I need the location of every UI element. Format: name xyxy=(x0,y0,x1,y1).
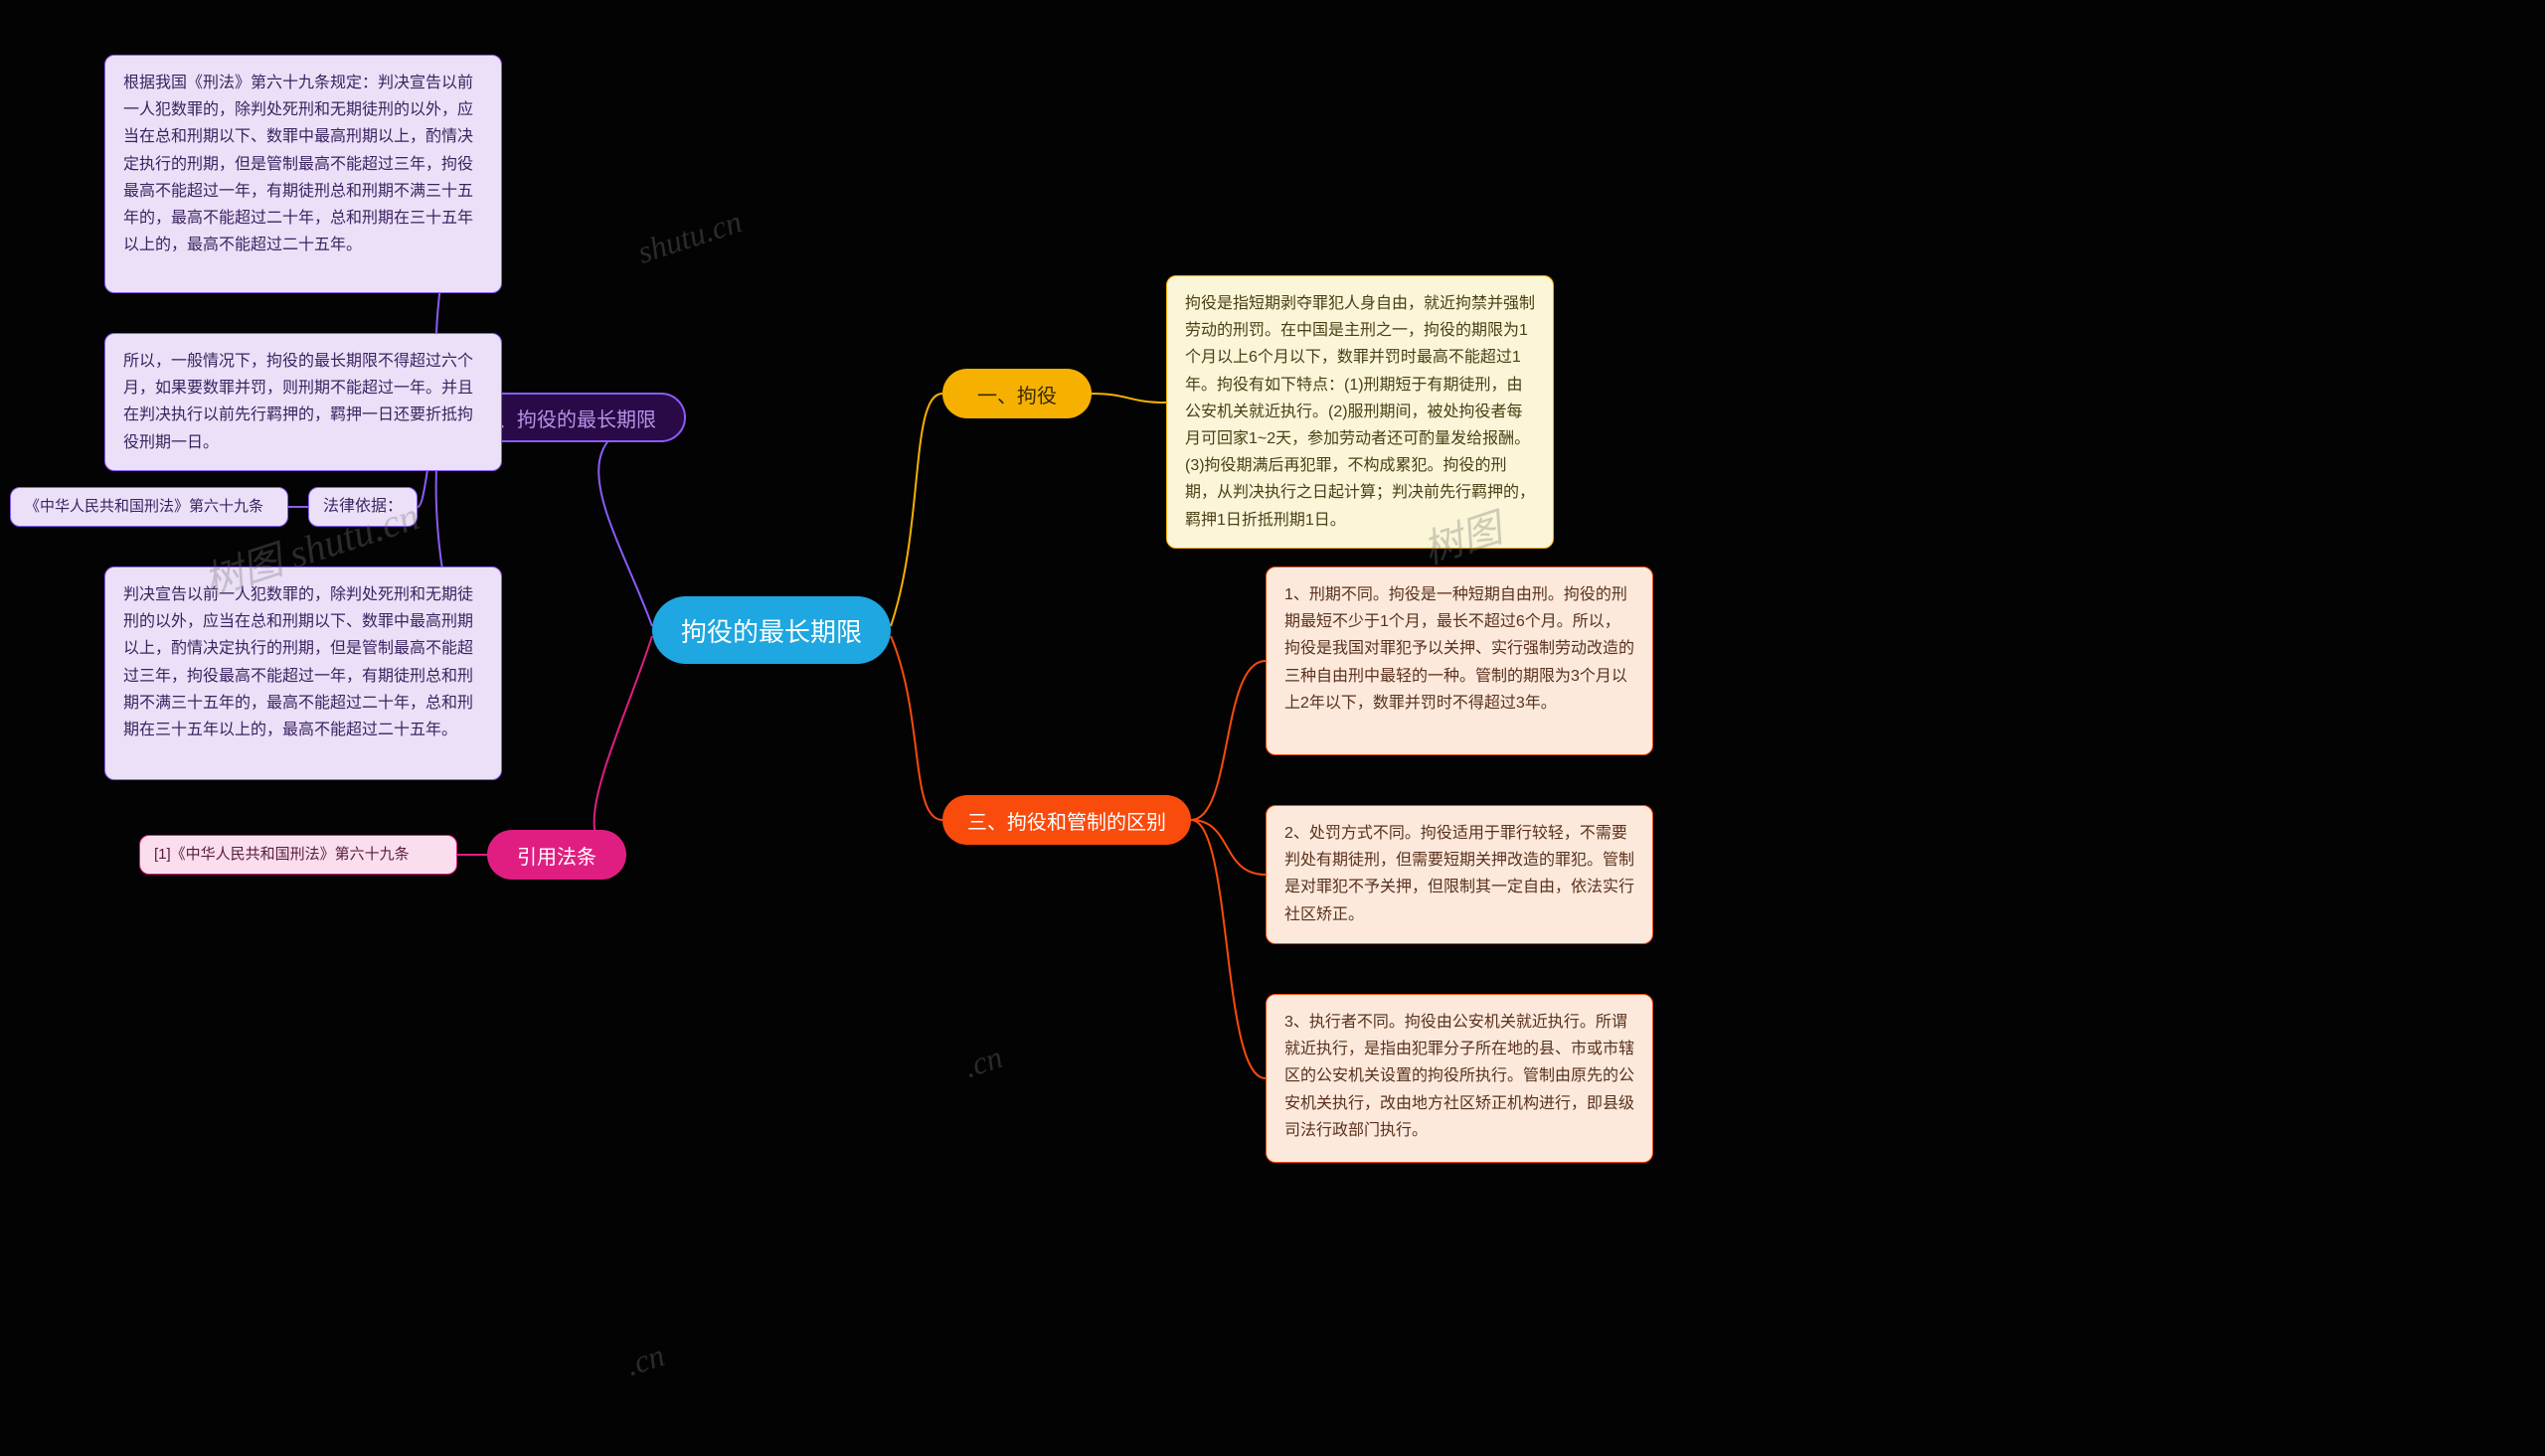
branch-4-label: 引用法条 xyxy=(517,841,596,870)
leaf-text: 所以，一般情况下，拘役的最长期限不得超过六个月，如果要数罪并罚，则刑期不能超过一… xyxy=(123,353,473,451)
branch-3-leaf-0[interactable]: 1、刑期不同。拘役是一种短期自由刑。拘役的刑期最短不少于1个月，最长不超过6个月… xyxy=(1266,566,1653,755)
branch-3-pill[interactable]: 三、拘役和管制的区别 xyxy=(942,795,1191,845)
branch-3-label: 三、拘役和管制的区别 xyxy=(967,806,1166,835)
leaf-text: 拘役是指短期剥夺罪犯人身自由，就近拘禁并强制劳动的刑罚。在中国是主刑之一，拘役的… xyxy=(1185,295,1535,529)
branch-4-pill[interactable]: 引用法条 xyxy=(487,830,626,880)
leaf-text: 根据我国《刑法》第六十九条规定：判决宣告以前一人犯数罪的，除判处死刑和无期徒刑的… xyxy=(123,75,473,253)
branch-3-leaf-1[interactable]: 2、处罚方式不同。拘役适用于罪行较轻，不需要判处有期徒刑，但需要短期关押改造的罪… xyxy=(1266,805,1653,944)
branch-1-pill[interactable]: 一、拘役 xyxy=(942,369,1092,418)
branch-2-leaf-2[interactable]: 法律依据： xyxy=(308,487,418,527)
leaf-text: 3、执行者不同。拘役由公安机关就近执行。所谓就近执行，是指由犯罪分子所在地的县、… xyxy=(1284,1014,1634,1139)
branch-3-leaf-2[interactable]: 3、执行者不同。拘役由公安机关就近执行。所谓就近执行，是指由犯罪分子所在地的县、… xyxy=(1266,994,1653,1163)
central-topic-label: 拘役的最长期限 xyxy=(681,612,862,649)
branch-1-leaf-0[interactable]: 拘役是指短期剥夺罪犯人身自由，就近拘禁并强制劳动的刑罚。在中国是主刑之一，拘役的… xyxy=(1166,275,1554,549)
leaf-text: [1]《中华人民共和国刑法》第六十九条 xyxy=(154,842,410,868)
mindmap-canvas: 拘役的最长期限 一、拘役 二、拘役的最长期限 三、拘役和管制的区别 引用法条 拘… xyxy=(0,0,2545,1456)
branch-2-leaf-1[interactable]: 所以，一般情况下，拘役的最长期限不得超过六个月，如果要数罪并罚，则刑期不能超过一… xyxy=(104,333,502,471)
branch-2-leaf-2-sub[interactable]: 《中华人民共和国刑法》第六十九条 xyxy=(10,487,288,527)
leaf-text: 法律依据： xyxy=(323,493,403,520)
branch-1-label: 一、拘役 xyxy=(977,380,1057,408)
branch-2-leaf-0[interactable]: 根据我国《刑法》第六十九条规定：判决宣告以前一人犯数罪的，除判处死刑和无期徒刑的… xyxy=(104,55,502,293)
leaf-text: 2、处罚方式不同。拘役适用于罪行较轻，不需要判处有期徒刑，但需要短期关押改造的罪… xyxy=(1284,825,1634,923)
branch-2-label: 二、拘役的最长期限 xyxy=(477,404,656,432)
branch-2-leaf-3[interactable]: 判决宣告以前一人犯数罪的，除判处死刑和无期徒刑的以外，应当在总和刑期以下、数罪中… xyxy=(104,566,502,780)
branch-4-leaf-0[interactable]: [1]《中华人民共和国刑法》第六十九条 xyxy=(139,835,457,875)
leaf-text: 判决宣告以前一人犯数罪的，除判处死刑和无期徒刑的以外，应当在总和刑期以下、数罪中… xyxy=(123,586,473,738)
central-topic[interactable]: 拘役的最长期限 xyxy=(652,596,891,664)
leaf-text: 《中华人民共和国刑法》第六十九条 xyxy=(25,494,263,520)
leaf-text: 1、刑期不同。拘役是一种短期自由刑。拘役的刑期最短不少于1个月，最长不超过6个月… xyxy=(1284,586,1634,712)
